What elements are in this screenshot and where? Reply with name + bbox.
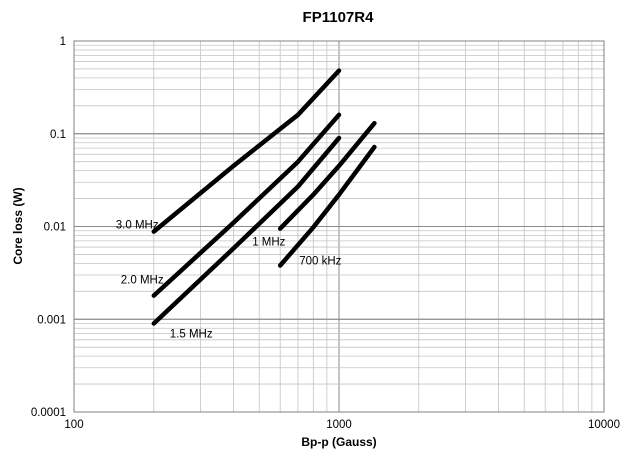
- y-axis-title: Core loss (W): [11, 187, 25, 264]
- y-tick-label: 1: [60, 36, 66, 48]
- x-tick-label: 10000: [588, 419, 620, 431]
- y-tick-label: 0.01: [44, 222, 66, 234]
- chart-title: FP1107R4: [303, 9, 375, 26]
- y-tick-label: 0.001: [37, 314, 66, 326]
- series-line: [277, 144, 377, 268]
- plot-frame: [73, 40, 605, 413]
- series-line: [151, 135, 342, 326]
- x-axis-title: Bp-p (Gauss): [301, 435, 376, 449]
- series-line: [151, 112, 342, 298]
- grid: [73, 40, 605, 413]
- x-tick-label: 1000: [326, 419, 352, 431]
- y-axis-ticks: 1 0.1 0.01 0.001 0.0001: [31, 36, 66, 419]
- data-curves: [151, 68, 377, 326]
- y-tick-label: 0.0001: [31, 407, 66, 419]
- y-tick-label: 0.1: [50, 129, 66, 141]
- series-label: 700 kHz: [299, 255, 341, 267]
- series-label: 3.0 MHz: [116, 220, 159, 232]
- series-line: [277, 120, 377, 231]
- series-labels: 3.0 MHz 2.0 MHz 1.5 MHz 1 MHz 700 kHz: [116, 220, 342, 341]
- x-axis-ticks: 100 1000 10000: [64, 419, 620, 431]
- series-label: 2.0 MHz: [121, 275, 164, 287]
- series-label: 1 MHz: [252, 237, 285, 249]
- series-label: 1.5 MHz: [170, 328, 213, 340]
- series-line: [151, 68, 342, 234]
- x-tick-label: 100: [64, 419, 83, 431]
